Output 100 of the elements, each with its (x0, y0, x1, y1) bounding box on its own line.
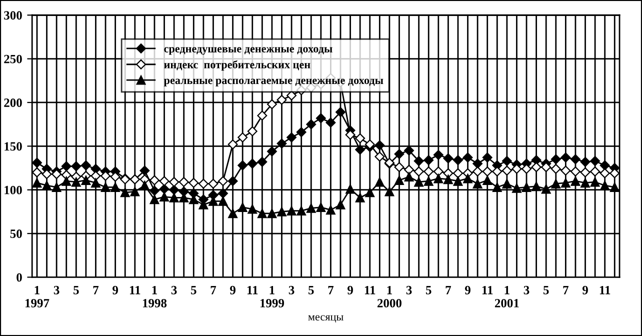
point (286, 132, 297, 142)
point (365, 188, 375, 198)
point (551, 179, 561, 188)
point (404, 172, 414, 182)
x-tick-label: 7 (210, 286, 216, 294)
point (306, 203, 316, 213)
point (178, 177, 189, 187)
point (424, 176, 434, 186)
point (326, 205, 336, 215)
y-tick-label: 200 (4, 98, 22, 107)
point (150, 194, 160, 204)
point (286, 90, 297, 100)
point (42, 180, 52, 190)
point (32, 167, 42, 178)
y-tick-label: 150 (4, 142, 22, 151)
point (345, 130, 356, 140)
point (91, 178, 100, 188)
point (276, 94, 287, 105)
point (560, 152, 571, 162)
point (238, 202, 248, 212)
point (336, 107, 346, 118)
point (502, 156, 512, 166)
point (424, 155, 434, 166)
x-tick-label: 9 (582, 286, 588, 294)
point (600, 168, 610, 178)
point (169, 192, 179, 202)
point (90, 170, 101, 181)
point (276, 138, 287, 149)
point (570, 166, 580, 176)
point (590, 156, 600, 166)
point (100, 170, 111, 181)
point (414, 177, 424, 187)
point (580, 178, 590, 188)
point (316, 202, 326, 212)
point (502, 179, 512, 188)
point (502, 166, 512, 176)
point (492, 182, 502, 192)
point (277, 206, 286, 216)
point (522, 182, 532, 192)
point (296, 206, 306, 216)
point (462, 152, 473, 162)
point (434, 174, 444, 184)
point (247, 158, 258, 169)
point (600, 160, 610, 170)
point (472, 179, 482, 188)
point (306, 119, 316, 130)
point (463, 174, 472, 184)
point (355, 144, 366, 155)
point (52, 182, 62, 192)
point (208, 178, 218, 189)
point (374, 177, 384, 187)
point (590, 166, 600, 176)
x-tick-label: 5 (308, 286, 314, 294)
point (62, 176, 72, 186)
x-tick-label: 1 2000 (377, 286, 402, 308)
x-tick-label: 11 (130, 286, 140, 294)
point (364, 139, 375, 150)
point (150, 186, 160, 196)
point (531, 155, 542, 166)
x-tick-label: 3 (288, 286, 294, 294)
point (570, 154, 580, 164)
point (560, 178, 570, 188)
point (610, 168, 620, 178)
point (414, 156, 424, 166)
point (80, 160, 91, 170)
point (248, 204, 258, 214)
point (247, 126, 258, 136)
point (140, 166, 150, 176)
point (580, 156, 590, 167)
y-tick-label: 0 (16, 273, 22, 282)
x-tick-label: 3 (54, 286, 60, 294)
point (238, 132, 248, 142)
point (355, 192, 365, 202)
point (71, 161, 82, 172)
point (120, 188, 130, 198)
x-tick-label: 11 (364, 286, 376, 294)
point (266, 146, 277, 156)
point (228, 208, 238, 218)
point (550, 154, 561, 164)
x-tick-label: 9 (348, 286, 353, 294)
point (238, 160, 248, 170)
point (453, 155, 463, 166)
point (610, 182, 620, 192)
point (600, 180, 610, 190)
point (169, 177, 180, 187)
point (267, 208, 277, 218)
point (257, 110, 268, 121)
y-tick-label: 300 (4, 11, 22, 20)
point (140, 180, 150, 190)
x-tick-label: 7 (563, 286, 569, 294)
point (531, 162, 542, 172)
point (404, 146, 414, 156)
point (159, 176, 170, 186)
point (257, 156, 268, 167)
point (188, 178, 199, 188)
point (384, 186, 394, 196)
point (42, 169, 52, 180)
point (570, 176, 580, 186)
x-tick-label: 11 (482, 286, 493, 294)
point (482, 176, 492, 185)
